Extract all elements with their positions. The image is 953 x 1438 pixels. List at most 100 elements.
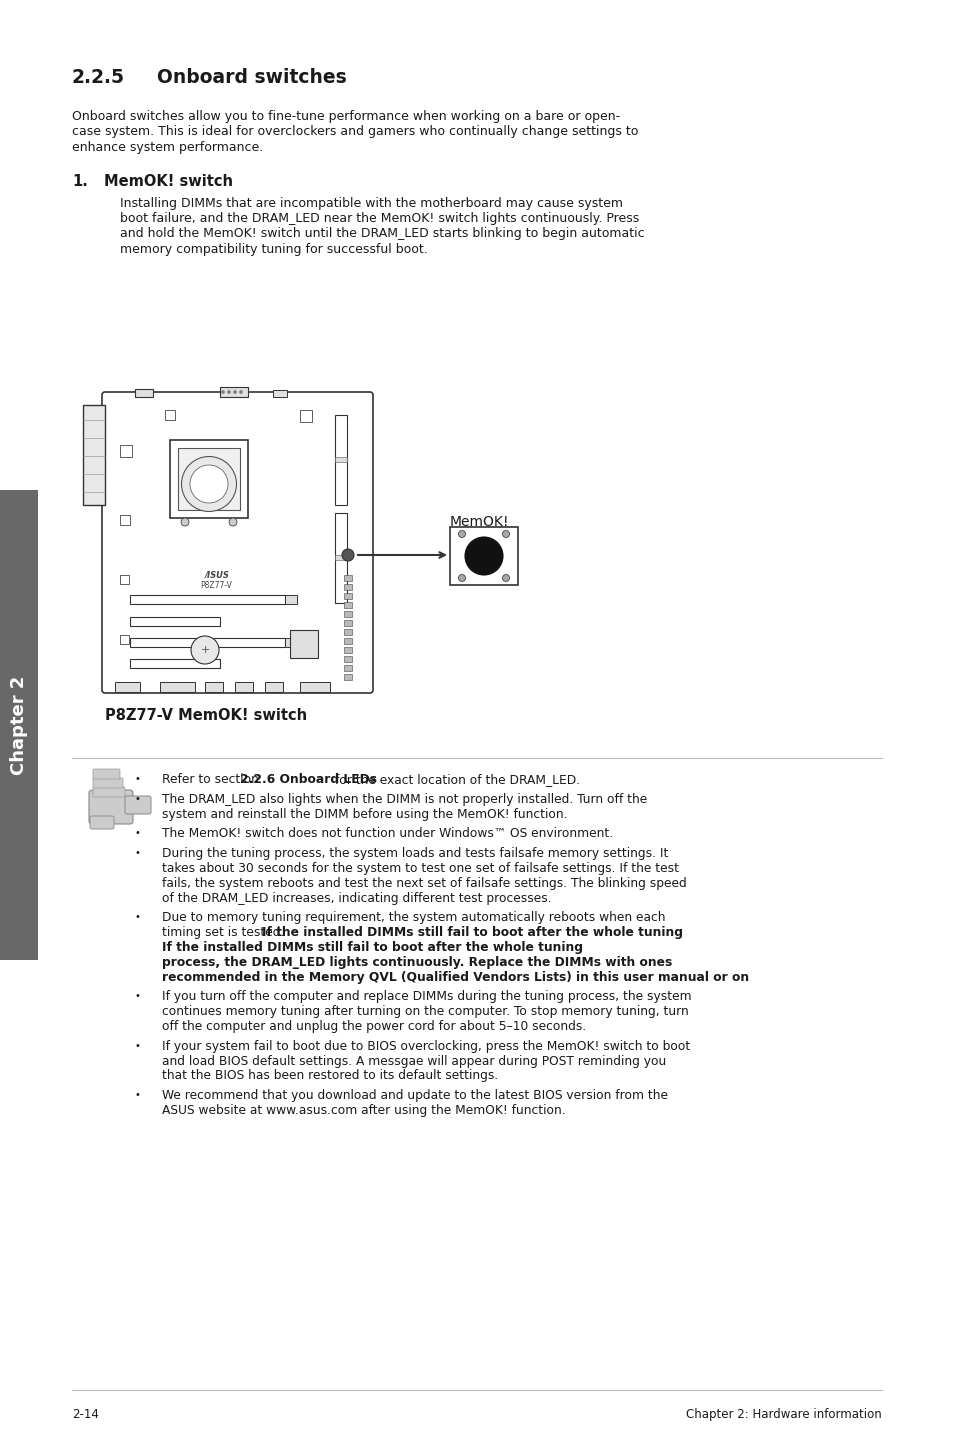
- Bar: [344, 611, 352, 617]
- FancyBboxPatch shape: [92, 778, 123, 788]
- FancyBboxPatch shape: [90, 815, 113, 828]
- Text: If you turn off the computer and replace DIMMs during the tuning process, the sy: If you turn off the computer and replace…: [162, 991, 691, 1004]
- Text: case system. This is ideal for overclockers and gamers who continually change se: case system. This is ideal for overclock…: [71, 125, 638, 138]
- Bar: [344, 592, 352, 600]
- Text: takes about 30 seconds for the system to test one set of failsafe settings. If t: takes about 30 seconds for the system to…: [162, 861, 679, 874]
- Bar: [344, 656, 352, 661]
- FancyBboxPatch shape: [125, 797, 151, 814]
- Bar: [234, 682, 253, 692]
- Bar: [299, 682, 330, 692]
- Bar: [344, 628, 352, 636]
- Bar: [220, 387, 248, 397]
- Text: The MemOK! switch does not function under Windows™ OS environment.: The MemOK! switch does not function unde…: [162, 827, 613, 840]
- Text: Installing DIMMs that are incompatible with the motherboard may cause system: Installing DIMMs that are incompatible w…: [120, 197, 622, 210]
- Text: ASUS website at www.asus.com after using the MemOK! function.: ASUS website at www.asus.com after using…: [162, 1104, 565, 1117]
- Text: off the computer and unplug the power cord for about 5–10 seconds.: off the computer and unplug the power co…: [162, 1020, 586, 1032]
- Circle shape: [502, 531, 509, 538]
- Text: Due to memory tuning requirement, the system automatically reboots when each: Due to memory tuning requirement, the sy…: [162, 912, 665, 925]
- Bar: [285, 638, 296, 647]
- Ellipse shape: [190, 464, 228, 503]
- Bar: [130, 659, 220, 669]
- Bar: [285, 595, 296, 604]
- Text: system and reinstall the DIMM before using the MemOK! function.: system and reinstall the DIMM before usi…: [162, 808, 567, 821]
- Text: •: •: [134, 828, 140, 838]
- Bar: [85, 426, 105, 439]
- Circle shape: [227, 391, 231, 394]
- Text: We recommend that you download and update to the latest BIOS version from the: We recommend that you download and updat…: [162, 1089, 667, 1102]
- Text: •: •: [134, 1041, 140, 1051]
- Text: •: •: [134, 774, 140, 784]
- Bar: [135, 390, 152, 397]
- Text: •: •: [134, 794, 140, 804]
- Bar: [344, 664, 352, 672]
- Bar: [170, 440, 248, 518]
- Text: Onboard switches: Onboard switches: [157, 68, 346, 88]
- Bar: [335, 416, 347, 505]
- Text: 1.: 1.: [71, 174, 88, 190]
- Bar: [160, 682, 194, 692]
- Text: that the BIOS has been restored to its default settings.: that the BIOS has been restored to its d…: [162, 1070, 497, 1083]
- Circle shape: [464, 536, 502, 575]
- Text: •: •: [134, 848, 140, 858]
- Text: Refer to section: Refer to section: [162, 774, 262, 787]
- Text: timing set is tested.: timing set is tested.: [162, 926, 288, 939]
- Bar: [299, 410, 312, 421]
- Bar: [178, 449, 240, 510]
- Circle shape: [191, 636, 219, 664]
- Circle shape: [233, 391, 236, 394]
- Bar: [0, 490, 38, 961]
- Text: If the installed DIMMs still fail to boot after the whole tuning: If the installed DIMMs still fail to boo…: [262, 926, 682, 939]
- Bar: [335, 457, 347, 462]
- Circle shape: [341, 549, 354, 561]
- Text: P8Z77-V: P8Z77-V: [200, 581, 232, 590]
- Text: If your system fail to boot due to BIOS overclocking, press the MemOK! switch to: If your system fail to boot due to BIOS …: [162, 1040, 690, 1053]
- Bar: [273, 390, 287, 397]
- Text: process, the DRAM_LED lights continuously. Replace the DIMMs with ones: process, the DRAM_LED lights continuousl…: [162, 956, 672, 969]
- Bar: [115, 682, 140, 692]
- Text: fails, the system reboots and test the next set of failsafe settings. The blinki: fails, the system reboots and test the n…: [162, 877, 686, 890]
- FancyBboxPatch shape: [89, 789, 132, 824]
- Bar: [85, 441, 105, 456]
- Text: •: •: [134, 912, 140, 922]
- Bar: [344, 647, 352, 653]
- Bar: [130, 638, 285, 647]
- Bar: [205, 682, 223, 692]
- Bar: [83, 406, 105, 505]
- Bar: [85, 457, 105, 470]
- Circle shape: [458, 575, 465, 581]
- Bar: [120, 636, 129, 644]
- Text: for the exact location of the DRAM_LED.: for the exact location of the DRAM_LED.: [331, 774, 579, 787]
- Text: P8Z77-V MemOK! switch: P8Z77-V MemOK! switch: [105, 707, 307, 723]
- Circle shape: [239, 391, 242, 394]
- Bar: [344, 575, 352, 581]
- Bar: [120, 444, 132, 457]
- Circle shape: [181, 518, 189, 526]
- Text: 2.2.6 Onboard LEDs: 2.2.6 Onboard LEDs: [239, 774, 376, 787]
- Circle shape: [502, 575, 509, 581]
- Bar: [85, 475, 105, 487]
- FancyBboxPatch shape: [92, 787, 125, 797]
- Text: Onboard switches allow you to fine-tune performance when working on a bare or op: Onboard switches allow you to fine-tune …: [71, 109, 619, 124]
- Text: boot failure, and the DRAM_LED near the MemOK! switch lights continuously. Press: boot failure, and the DRAM_LED near the …: [120, 211, 639, 224]
- Text: MemOK! switch: MemOK! switch: [104, 174, 233, 190]
- Text: 2-14: 2-14: [71, 1408, 99, 1421]
- Text: MemOK!: MemOK!: [450, 515, 509, 529]
- Bar: [344, 638, 352, 644]
- Circle shape: [458, 531, 465, 538]
- Text: and load BIOS default settings. A messgae will appear during POST reminding you: and load BIOS default settings. A messga…: [162, 1054, 665, 1067]
- Bar: [450, 526, 517, 585]
- Bar: [290, 630, 317, 659]
- Bar: [344, 620, 352, 626]
- Text: •: •: [134, 1090, 140, 1100]
- Circle shape: [229, 518, 236, 526]
- Text: recommended in the Memory QVL (Qualified Vendors Lists) in this user manual or o: recommended in the Memory QVL (Qualified…: [162, 971, 748, 984]
- Text: 2.2.5: 2.2.5: [71, 68, 125, 88]
- Bar: [344, 674, 352, 680]
- Text: Chapter 2: Hardware information: Chapter 2: Hardware information: [685, 1408, 882, 1421]
- Text: memory compatibility tuning for successful boot.: memory compatibility tuning for successf…: [120, 243, 427, 256]
- Bar: [85, 410, 105, 424]
- Bar: [120, 575, 129, 584]
- Bar: [335, 513, 347, 603]
- FancyBboxPatch shape: [102, 393, 373, 693]
- Bar: [85, 490, 105, 502]
